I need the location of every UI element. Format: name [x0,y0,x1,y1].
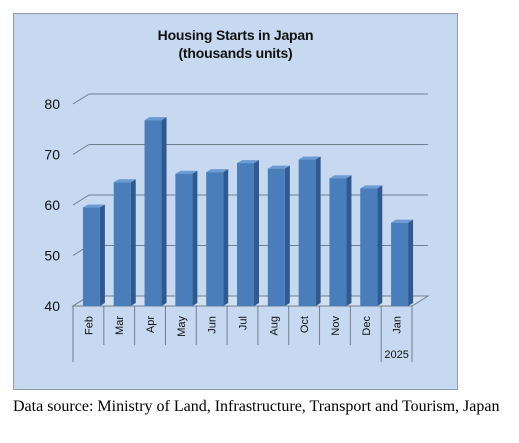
chart-area [13,13,458,390]
bar-top [329,175,352,179]
bar-side [99,204,105,306]
x-tick-label: Mar [114,316,126,335]
x-tick-label: Feb [83,316,95,335]
x-tick-label: Jun [207,316,219,334]
y-tick-label: 40 [44,298,60,314]
x-tick-label: May [176,316,188,337]
bar [329,178,347,306]
bar-top [360,185,383,189]
bar-side [346,175,352,306]
source-note: Data source: Ministry of Land, Infrastru… [13,398,500,415]
bar-side [377,185,383,306]
bar-side [161,117,167,306]
x-tick-label: Apr [145,316,157,333]
x-tick-label: Jan [392,316,404,334]
y-tick-label: 70 [44,147,60,163]
x-tick-label: Jul [238,316,250,330]
x-tick-label: Oct [299,316,311,333]
chart-title-line-2: (thousands units) [178,45,293,61]
bar [391,222,409,306]
x-tick-label: Dec [361,316,373,336]
gridline-depth [72,93,90,105]
bar-top [206,169,229,173]
bar [144,120,162,306]
chart-title: Housing Starts in Japan (thousands units… [13,26,458,62]
bar-top [144,117,167,121]
bar-top [113,179,136,183]
y-tick-label: 50 [44,248,60,264]
y-tick-label: 80 [44,96,60,112]
chart-title-line-1: Housing Starts in Japan [157,27,314,43]
bar [360,188,378,306]
bar-top [82,204,105,208]
bar-top [175,170,198,174]
bar-side [284,165,290,306]
bar-side [192,170,198,306]
bar [175,173,193,306]
gridline-depth [72,144,90,155]
x-tick-label: Aug [268,316,280,336]
bar-side [408,219,414,306]
x-tick-label: Nov [330,316,342,336]
bar-side [223,169,229,306]
gridline-depth [72,194,90,206]
bar [298,159,316,306]
bar-side [130,179,136,306]
bar [206,172,224,306]
bar [267,168,285,306]
bar [113,182,131,306]
bar-top [267,165,290,169]
bar-top [237,160,259,164]
bar [237,163,254,306]
bar-top [391,219,414,223]
bar-side [315,156,321,306]
y-tick-label: 60 [44,197,60,213]
bar [82,207,100,306]
year-label: 2025 [384,349,408,361]
bar-side [254,160,259,306]
bar-top [298,156,321,160]
